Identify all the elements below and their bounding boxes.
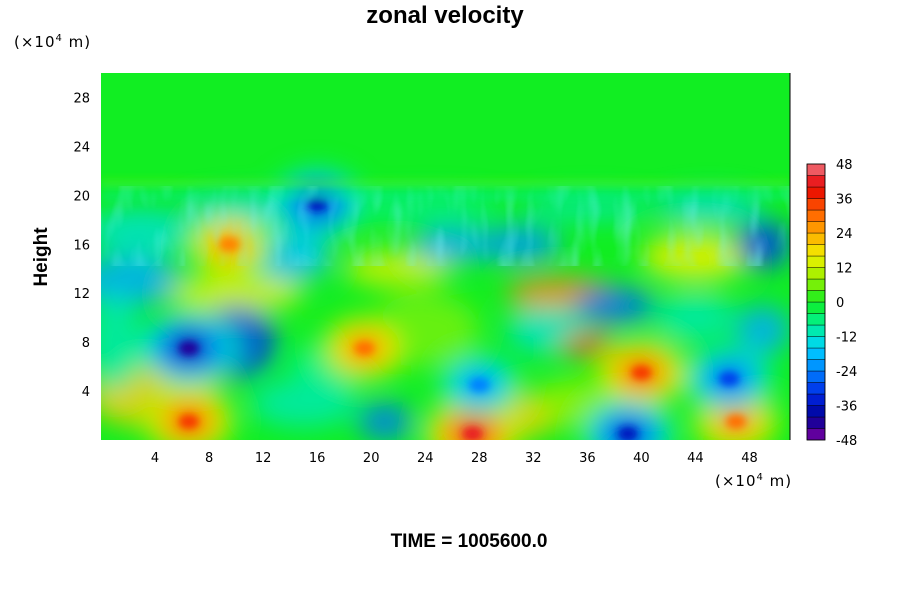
colorbar-bin bbox=[806, 359, 826, 372]
field-core bbox=[219, 237, 240, 252]
y-tick-label: 20 bbox=[73, 189, 90, 204]
x-tick-label: 36 bbox=[579, 451, 596, 466]
x-unit-prefix: (×10 bbox=[715, 472, 757, 490]
x-tick-label: 12 bbox=[255, 451, 272, 466]
colorbar-bin bbox=[806, 209, 826, 222]
field-texture bbox=[357, 403, 412, 440]
x-axis: 4 8 12 16 20 24 28 32 36 40 44 48 bbox=[151, 451, 758, 466]
y-unit-prefix: (×10 bbox=[14, 33, 56, 51]
colorbar-bin bbox=[806, 428, 826, 441]
field-texture bbox=[560, 332, 615, 357]
colorbar-bin bbox=[806, 416, 826, 429]
velocity-detail bbox=[101, 179, 790, 440]
x-tick-label: 4 bbox=[151, 451, 159, 466]
time-caption: TIME = 1005600.0 bbox=[390, 531, 548, 552]
colorbar: 48 36 24 12 0 -12 -24 -36 -48 bbox=[806, 158, 857, 449]
x-tick-label: 8 bbox=[205, 451, 213, 466]
chart-title: zonal velocity bbox=[366, 2, 524, 29]
field-streak bbox=[101, 194, 790, 199]
field-texture bbox=[101, 256, 183, 306]
colorbar-bin bbox=[806, 336, 826, 349]
y-unit-exponent: 4 bbox=[55, 33, 63, 44]
turbulence-band bbox=[101, 186, 790, 266]
field-core bbox=[462, 426, 483, 440]
field-streak bbox=[101, 179, 790, 184]
colorbar-tick-label: 24 bbox=[836, 227, 853, 242]
x-tick-label: 32 bbox=[525, 451, 542, 466]
colorbar-bin bbox=[806, 163, 826, 176]
x-tick-label: 20 bbox=[363, 451, 380, 466]
colorbar-bin bbox=[806, 198, 826, 211]
field-core bbox=[469, 377, 490, 392]
colorbar-bin bbox=[806, 267, 826, 280]
field-core bbox=[725, 414, 746, 429]
field-core bbox=[178, 414, 199, 429]
field-texture bbox=[168, 274, 304, 312]
colorbar-tick-label: -48 bbox=[836, 434, 857, 449]
plot-area bbox=[101, 73, 790, 440]
y-axis-unit: (×104 m) bbox=[14, 33, 91, 51]
y-tick-label: 28 bbox=[73, 91, 90, 106]
colorbar-bin bbox=[806, 382, 826, 395]
x-tick-label: 40 bbox=[633, 451, 650, 466]
x-axis-unit: (×104 m) bbox=[715, 472, 792, 490]
colorbar-tick-label: -24 bbox=[836, 365, 857, 380]
x-tick-label: 16 bbox=[309, 451, 326, 466]
x-tick-label: 24 bbox=[417, 451, 434, 466]
y-tick-label: 24 bbox=[73, 140, 90, 155]
y-tick-label: 4 bbox=[82, 385, 90, 400]
colorbar-bin bbox=[806, 324, 826, 337]
field-texture bbox=[654, 293, 736, 343]
y-axis: 4 8 12 16 20 24 28 bbox=[73, 91, 90, 400]
x-unit-suffix: m) bbox=[763, 472, 793, 490]
y-tick-label: 16 bbox=[73, 238, 90, 253]
colorbar-tick-label: 12 bbox=[836, 262, 853, 277]
field-core bbox=[617, 426, 638, 440]
colorbar-bin bbox=[806, 278, 826, 291]
field-core bbox=[719, 371, 740, 386]
y-tick-label: 12 bbox=[73, 287, 90, 302]
colorbar-bin bbox=[806, 186, 826, 199]
field-streak bbox=[101, 185, 790, 190]
colorbar-tick-label: 36 bbox=[836, 193, 853, 208]
x-unit-exponent: 4 bbox=[756, 472, 764, 483]
y-tick-label: 8 bbox=[82, 336, 90, 351]
field-core bbox=[178, 341, 199, 356]
colorbar-bin bbox=[806, 405, 826, 418]
colorbar-bin bbox=[806, 290, 826, 303]
colorbar-frame bbox=[806, 163, 826, 441]
field-texture bbox=[735, 305, 790, 355]
field-texture bbox=[573, 287, 655, 324]
colorbar-bin bbox=[806, 232, 826, 245]
colorbar-bin bbox=[806, 313, 826, 326]
field-core bbox=[631, 365, 652, 380]
colorbar-bin bbox=[806, 255, 826, 268]
colorbar-tick-label: -12 bbox=[836, 331, 857, 346]
y-unit-suffix: m) bbox=[62, 33, 92, 51]
colorbar-bin bbox=[806, 175, 826, 188]
field-texture bbox=[249, 378, 358, 428]
colorbar-bin bbox=[806, 244, 826, 257]
colorbar-tick-label: 48 bbox=[836, 158, 853, 173]
field-core bbox=[354, 341, 375, 356]
x-tick-label: 28 bbox=[471, 451, 488, 466]
field-core bbox=[307, 196, 328, 211]
colorbar-bin bbox=[806, 347, 826, 360]
field-texture bbox=[101, 293, 142, 391]
x-tick-label: 48 bbox=[741, 451, 758, 466]
colorbar-tick-label: -36 bbox=[836, 400, 857, 415]
colorbar-bin bbox=[806, 301, 826, 314]
colorbar-bin bbox=[806, 370, 826, 383]
colorbar-bin bbox=[806, 393, 826, 406]
colorbar-tick-label: 0 bbox=[836, 296, 844, 311]
colorbar-bin bbox=[806, 221, 826, 234]
x-tick-label: 44 bbox=[687, 451, 704, 466]
